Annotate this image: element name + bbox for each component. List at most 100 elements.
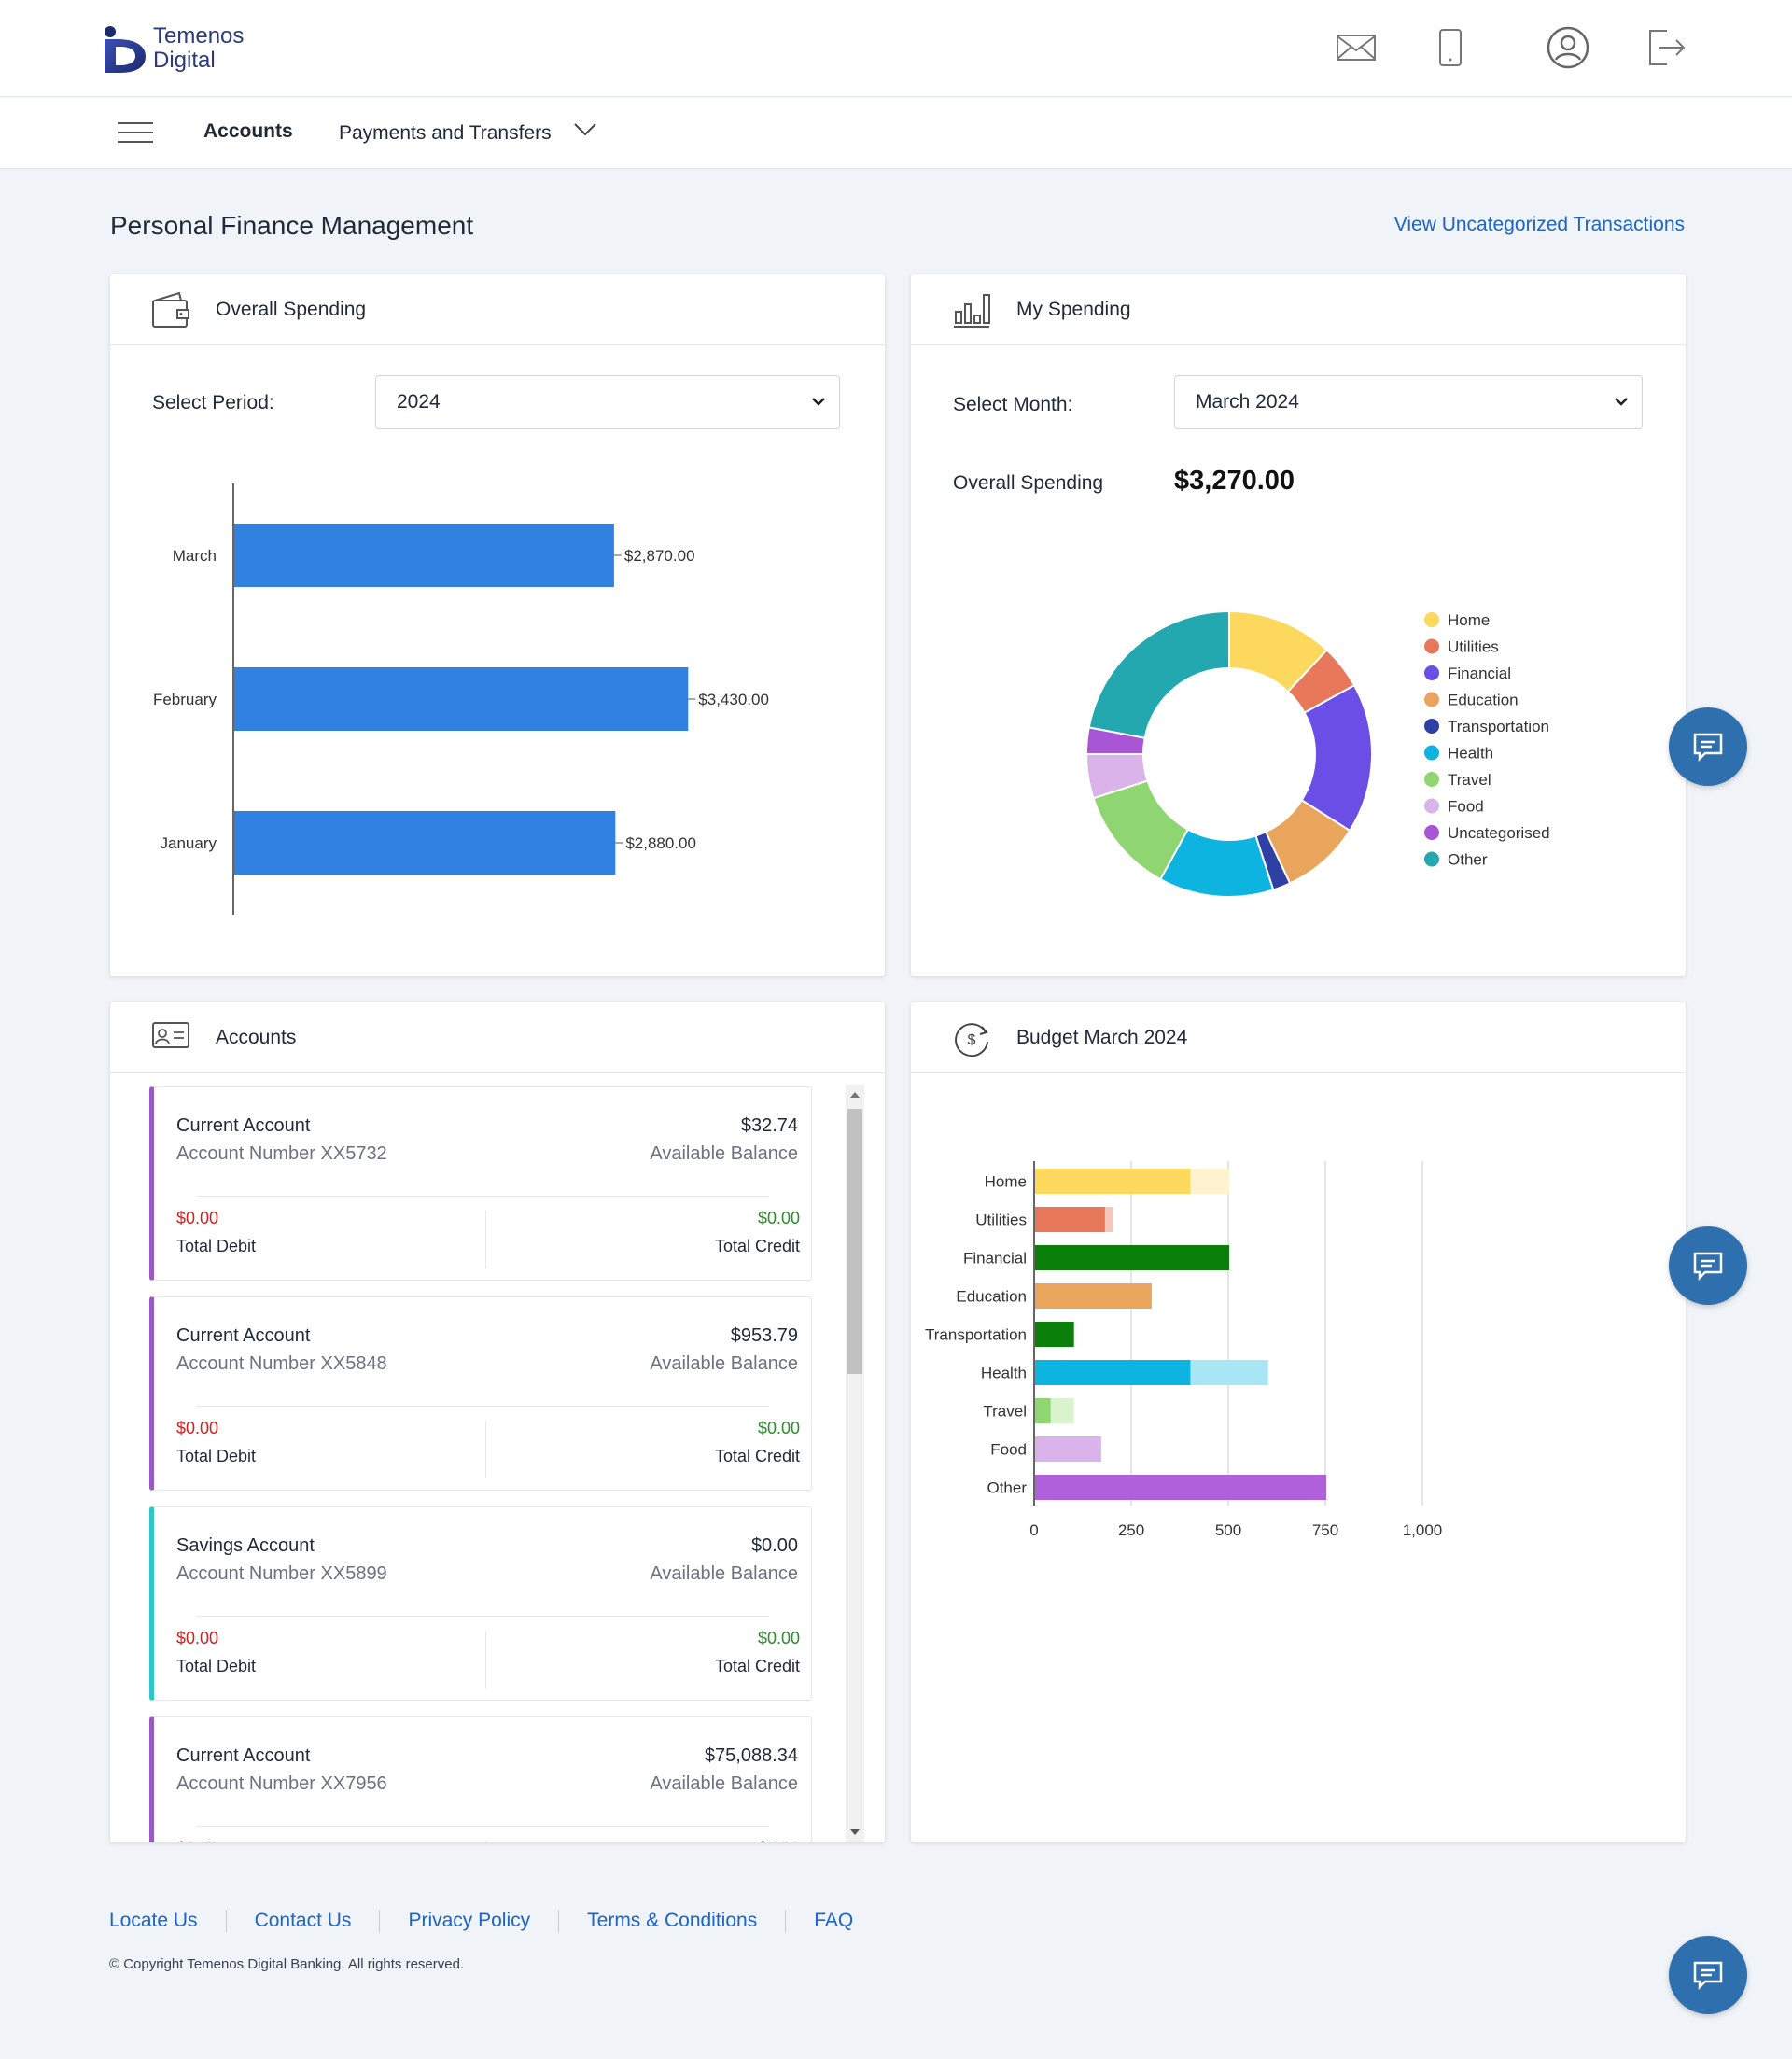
available-balance: $75,088.34 bbox=[704, 1745, 798, 1766]
spending-bar[interactable] bbox=[234, 667, 689, 731]
mobile-icon[interactable] bbox=[1429, 26, 1472, 69]
chat-button[interactable] bbox=[1669, 1226, 1747, 1305]
legend-label[interactable]: Home bbox=[1448, 611, 1490, 629]
account-list-scrollbar[interactable] bbox=[846, 1085, 864, 1842]
card-title: Accounts bbox=[216, 1027, 297, 1048]
divider bbox=[485, 1421, 486, 1478]
legend-swatch bbox=[1424, 612, 1439, 627]
account-name: Savings Account bbox=[176, 1535, 315, 1556]
budget-cycle-icon: $ bbox=[952, 1019, 991, 1063]
total-credit-label: Total Credit bbox=[714, 1657, 800, 1675]
spending-bar[interactable] bbox=[234, 524, 614, 587]
chevron-down-icon[interactable] bbox=[573, 122, 597, 142]
spent-bar[interactable] bbox=[1035, 1207, 1105, 1232]
account-name: Current Account bbox=[176, 1115, 311, 1136]
footer-link[interactable]: Privacy Policy bbox=[408, 1910, 531, 1931]
value-label: $2,880.00 bbox=[625, 834, 696, 852]
spent-bar[interactable] bbox=[1035, 1360, 1191, 1385]
mail-icon[interactable] bbox=[1335, 26, 1378, 69]
legend-swatch bbox=[1424, 665, 1439, 680]
total-credit-value: $0.00 bbox=[758, 1839, 800, 1842]
divider bbox=[196, 1406, 769, 1407]
budget-card: $ Budget March 2024 Home Utilities Financi… bbox=[911, 1002, 1686, 1842]
legend-label[interactable]: Uncategorised bbox=[1448, 824, 1550, 842]
category-label: Financial bbox=[963, 1250, 1027, 1268]
footer-separator bbox=[558, 1910, 560, 1932]
legend-label[interactable]: Other bbox=[1448, 851, 1488, 869]
account-number: Account Number XX5848 bbox=[176, 1353, 387, 1374]
total-debit-value: $0.00 bbox=[176, 1209, 219, 1227]
legend-label[interactable]: Utilities bbox=[1448, 638, 1499, 656]
spent-bar[interactable] bbox=[1035, 1322, 1074, 1347]
divider bbox=[196, 1616, 769, 1617]
total-debit-value: $0.00 bbox=[176, 1839, 218, 1842]
spending-bar[interactable] bbox=[234, 811, 616, 875]
available-balance-label: Available Balance bbox=[650, 1143, 798, 1164]
spent-bar[interactable] bbox=[1035, 1245, 1229, 1270]
divider bbox=[485, 1631, 486, 1688]
footer-link[interactable]: Terms & Conditions bbox=[587, 1910, 758, 1931]
available-balance: $953.79 bbox=[730, 1325, 798, 1346]
hamburger-menu-icon[interactable] bbox=[118, 122, 153, 147]
legend-label[interactable]: Financial bbox=[1448, 665, 1511, 682]
view-uncategorized-link[interactable]: View Uncategorized Transactions bbox=[1393, 214, 1685, 235]
spent-bar[interactable] bbox=[1035, 1436, 1101, 1462]
account-card[interactable]: Savings Account Account Number XX5899 $0.0… bbox=[149, 1506, 812, 1701]
scrollbar-thumb[interactable] bbox=[847, 1109, 862, 1374]
account-list[interactable]: Current Account Account Number XX5732 $32.… bbox=[149, 1086, 887, 1842]
donut-slice[interactable] bbox=[1087, 609, 1230, 739]
account-card[interactable]: Current Account Account Number XX5732 $32.… bbox=[149, 1086, 812, 1281]
footer-separator bbox=[785, 1910, 787, 1932]
card-header: Accounts bbox=[110, 1002, 885, 1073]
top-header: Temenos Digital bbox=[0, 0, 1792, 97]
period-select[interactable]: 2024 bbox=[375, 375, 840, 429]
footer-link[interactable]: FAQ bbox=[814, 1910, 854, 1931]
account-card[interactable]: Current Account Account Number XX7956 $75,… bbox=[149, 1716, 812, 1842]
nav-payments-transfers[interactable]: Payments and Transfers bbox=[339, 122, 552, 144]
budget-chart: Home Utilities Financial Education Transport… bbox=[925, 1161, 1442, 1539]
chat-button[interactable] bbox=[1669, 707, 1747, 786]
available-balance-label: Available Balance bbox=[650, 1773, 798, 1794]
spent-bar[interactable] bbox=[1035, 1283, 1152, 1309]
spent-bar[interactable] bbox=[1035, 1475, 1326, 1500]
legend-label[interactable]: Transportation bbox=[1448, 718, 1549, 735]
account-name: Current Account bbox=[176, 1745, 311, 1766]
category-label: Food bbox=[990, 1441, 1027, 1459]
legend-swatch bbox=[1424, 692, 1439, 707]
legend-label[interactable]: Health bbox=[1448, 745, 1493, 763]
category-label: March bbox=[173, 547, 217, 565]
legend-label[interactable]: Travel bbox=[1448, 771, 1491, 789]
category-label: Other bbox=[987, 1479, 1027, 1497]
nav-accounts[interactable]: Accounts bbox=[203, 120, 293, 142]
footer-link[interactable]: Contact Us bbox=[254, 1910, 352, 1931]
legend-swatch bbox=[1424, 772, 1439, 787]
legend-swatch bbox=[1424, 851, 1439, 867]
logout-icon[interactable] bbox=[1645, 26, 1687, 69]
svg-text:$: $ bbox=[968, 1032, 976, 1048]
chat-button[interactable] bbox=[1669, 1936, 1747, 2014]
spent-bar[interactable] bbox=[1035, 1169, 1191, 1194]
logo-mark-icon bbox=[105, 24, 147, 73]
month-select[interactable]: March 2024 bbox=[1174, 375, 1643, 429]
total-debit-label: Total Debit bbox=[176, 1237, 257, 1255]
page-title: Personal Finance Management bbox=[110, 211, 474, 240]
select-month-label: Select Month: bbox=[953, 394, 1073, 415]
spent-bar[interactable] bbox=[1035, 1398, 1051, 1423]
x-tick-label: 0 bbox=[1029, 1521, 1038, 1539]
x-tick-label: 250 bbox=[1118, 1521, 1144, 1539]
total-debit-label: Total Debit bbox=[176, 1447, 257, 1465]
chevron-down-icon bbox=[811, 395, 826, 412]
divider bbox=[485, 1841, 486, 1842]
profile-icon[interactable] bbox=[1547, 26, 1589, 69]
overall-spending-value: $3,270.00 bbox=[1174, 466, 1295, 496]
brand-logo[interactable]: Temenos Digital bbox=[105, 24, 244, 73]
legend-label[interactable]: Education bbox=[1448, 692, 1519, 709]
brand-line-1: Temenos bbox=[153, 23, 245, 49]
account-card[interactable]: Current Account Account Number XX5848 $953… bbox=[149, 1296, 812, 1491]
legend-label[interactable]: Food bbox=[1448, 798, 1484, 816]
footer-link[interactable]: Locate Us bbox=[109, 1910, 198, 1931]
select-period-label: Select Period: bbox=[152, 392, 274, 413]
total-debit-label: Total Debit bbox=[176, 1657, 257, 1675]
overall-spending-card: Overall Spending Select Period: 2024 Mar… bbox=[110, 274, 885, 976]
total-debit-value: $0.00 bbox=[176, 1419, 219, 1437]
